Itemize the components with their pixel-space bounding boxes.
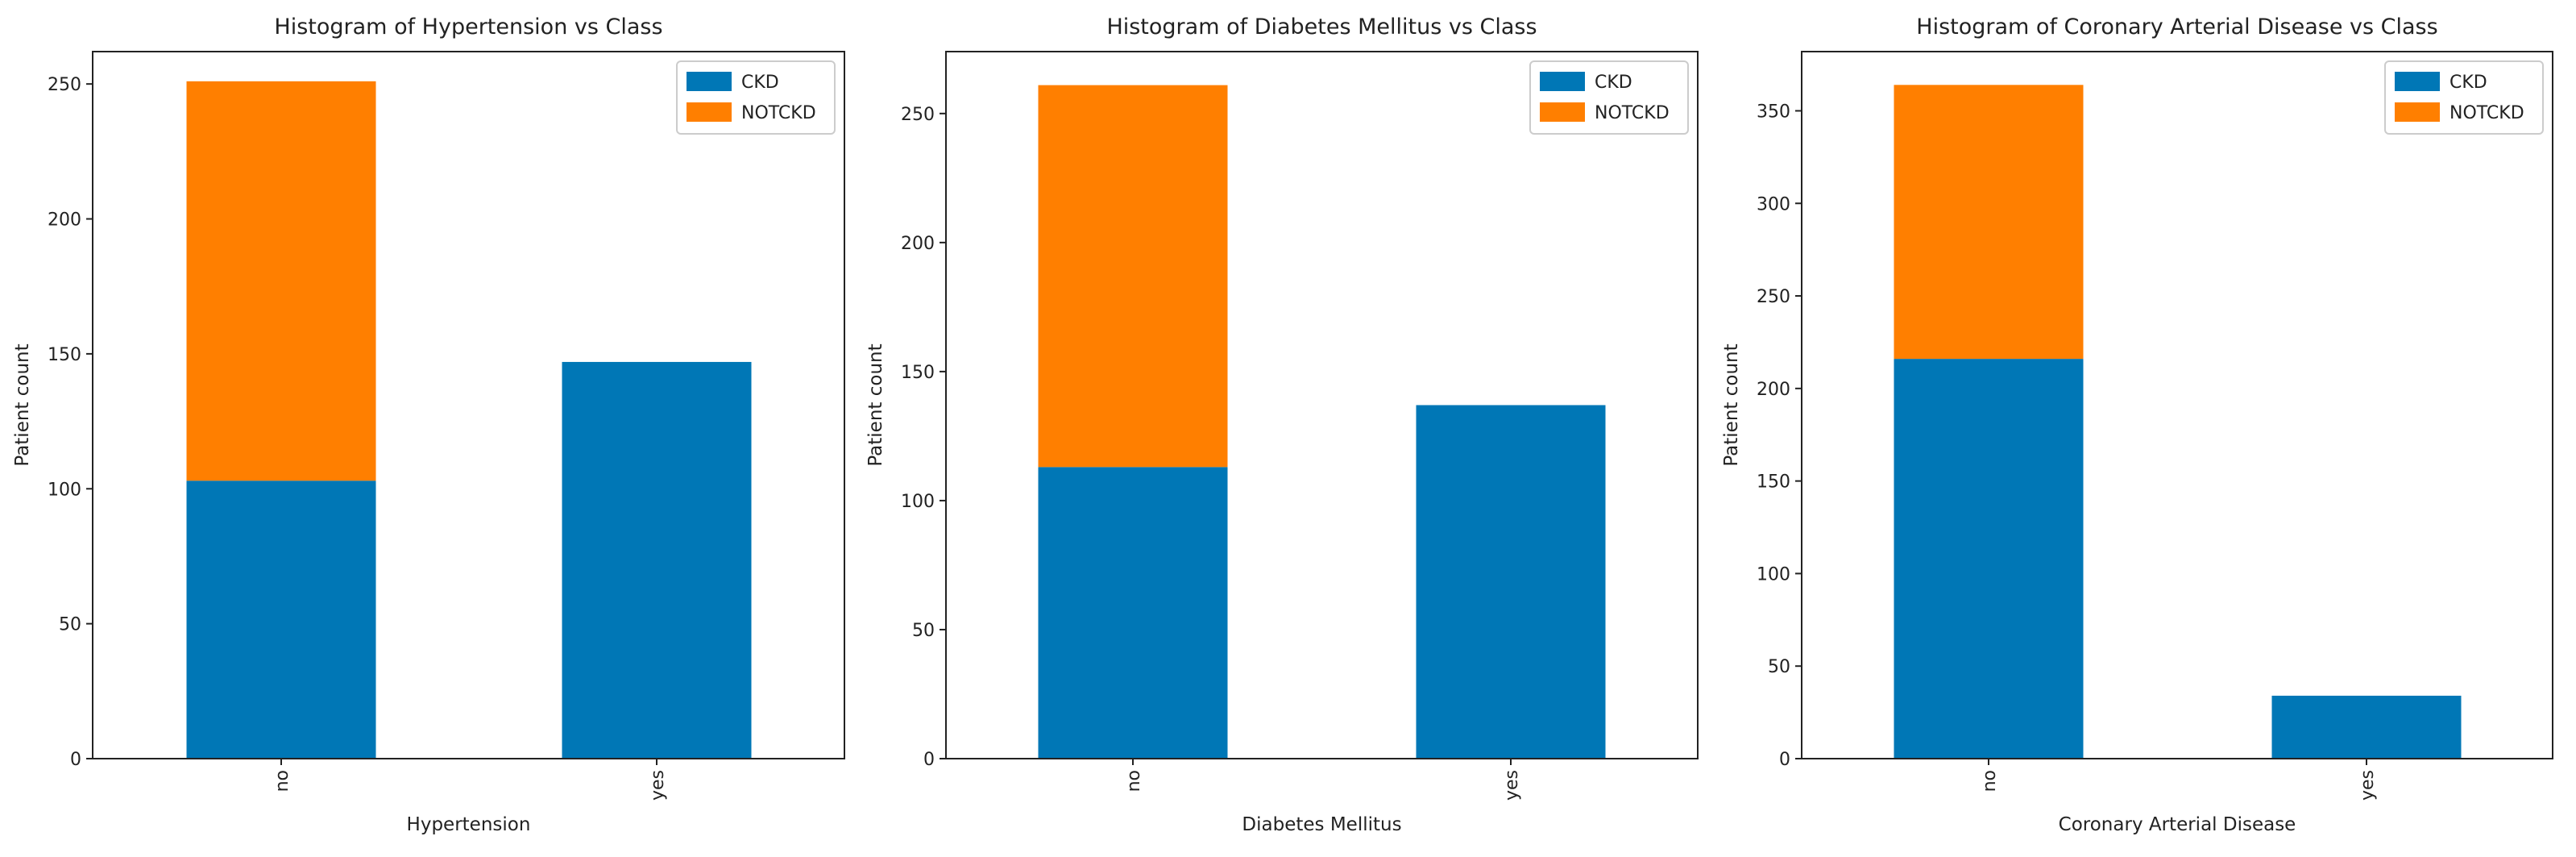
legend-swatch-ckd [1540,72,1585,91]
bar-ckd-yes [562,361,752,759]
y-tick-label: 0 [923,750,935,770]
y-tick-label: 100 [1757,564,1790,585]
x-tick-label-no: no [272,770,292,792]
plot-frame [92,51,845,759]
x-tick-label-yes: yes [1502,770,1522,801]
x-tick-label-no: no [1124,770,1144,792]
y-tick-label: 50 [912,621,935,641]
legend-swatch-notckd [687,102,732,122]
y-tick-label: 100 [901,492,935,512]
legend-label-ckd: CKD [1595,73,1632,93]
y-tick-label: 50 [1768,657,1790,677]
y-tick-label: 250 [901,105,935,125]
bar-notckd-no [186,81,376,481]
y-tick-label: 200 [1757,380,1790,400]
chart-panel-3: Histogram of Coronary Arterial Disease v… [1721,15,2553,835]
y-axis-label: Patient count [1721,343,1742,466]
y-tick-label: 100 [48,480,81,500]
y-tick-label: 200 [48,210,81,231]
x-axis-label: Coronary Arterial Disease [2059,814,2296,835]
y-tick-label: 150 [48,345,81,365]
chart-title: Histogram of Coronary Arterial Disease v… [1916,15,2437,40]
legend: CKD NOTCKD [2384,60,2544,135]
legend-label-ckd: CKD [2449,73,2487,93]
bar-notckd-no [1894,85,2084,360]
y-axis-label: Patient count [12,343,33,466]
y-axis-label: Patient count [865,343,886,466]
chart-title: Histogram of Hypertension vs Class [274,15,662,40]
plot-frame [945,51,1699,759]
y-tick-label: 50 [59,615,81,635]
legend-label-ckd: CKD [741,73,779,93]
x-axis-label: Diabetes Mellitus [1242,814,1401,835]
legend-swatch-ckd [2395,72,2440,91]
legend-swatch-notckd [1540,102,1585,122]
x-tick-label-yes: yes [2358,770,2378,801]
plot-frame [1801,51,2553,759]
legend-label-notckd: NOTCKD [741,103,816,123]
legend: CKD NOTCKD [1529,60,1689,135]
y-tick-label: 0 [1779,750,1790,770]
y-tick-label: 250 [48,75,81,95]
y-tick-label: 200 [901,234,935,254]
legend-label-notckd: NOTCKD [2449,103,2524,123]
bar-ckd-no [1894,359,2084,759]
y-tick-label: 0 [70,750,81,770]
bar-ckd-yes [1416,405,1606,759]
y-tick-label: 250 [1757,287,1790,307]
bar-ckd-no [186,481,376,759]
bar-ckd-yes [2271,695,2462,759]
legend: CKD NOTCKD [676,60,836,135]
chart-panel-1: Histogram of Hypertension vs Class 0 50 100… [12,15,845,835]
chart-panel-2: Histogram of Diabetes Mellitus vs Class 0… [865,15,1699,835]
y-tick-label: 150 [1757,472,1790,493]
bar-ckd-no [1038,467,1228,759]
x-axis-label: Hypertension [407,814,531,835]
y-tick-label: 350 [1757,102,1790,122]
y-tick-label: 150 [901,363,935,383]
chart-title: Histogram of Diabetes Mellitus vs Class [1106,15,1537,40]
x-tick-label-yes: yes [648,770,668,801]
legend-swatch-notckd [2395,102,2440,122]
legend-swatch-ckd [687,72,732,91]
legend-label-notckd: NOTCKD [1595,103,1670,123]
y-tick-label: 300 [1757,194,1790,214]
x-tick-label-no: no [1980,770,2000,792]
bar-notckd-no [1038,85,1228,468]
